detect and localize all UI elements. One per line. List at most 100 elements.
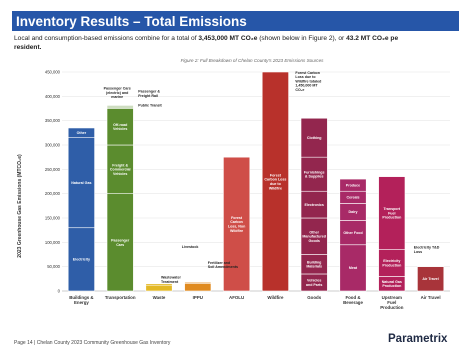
- per-resident-emissions: 43.2 MT CO₂e pe: [346, 35, 399, 42]
- segment-label: Forest: [270, 173, 282, 177]
- y-tick-label: 350,000: [45, 118, 61, 123]
- bar-buildings-energy: Electricity Natural Gas Other: [67, 127, 95, 292]
- segment-label: Transport: [384, 207, 401, 211]
- y-tick-label: 50,000: [47, 264, 60, 269]
- bar-segment: [223, 156, 251, 292]
- y-tick-label: 250,000: [45, 167, 61, 172]
- emissions-chart: Figure 2: Full Breakdown of Chelan Count…: [17, 58, 450, 310]
- category-label: Transportation: [105, 295, 136, 300]
- annotation-label: 1,450,000 MT: [295, 84, 318, 88]
- category-label: Air Travel: [421, 295, 441, 300]
- category-label: Buildings &: [69, 295, 94, 300]
- segment-label: and Parts: [306, 283, 322, 287]
- segment-label: Vehicles: [113, 127, 127, 131]
- segment-label: Meat: [349, 266, 358, 270]
- bar-upstream-fuel-production: Natural GasProductionElectricityProducti…: [378, 176, 406, 292]
- annotation-label: Fertilizer and: [208, 261, 230, 265]
- category-label: Beverage: [343, 300, 363, 305]
- bar-segment: [378, 249, 406, 277]
- bars: Electricity Natural Gas Other PassengerCars…: [67, 71, 445, 292]
- bar-segment: [184, 281, 212, 284]
- segment-label: Produce: [346, 183, 360, 187]
- category-label: Waste: [153, 295, 166, 300]
- bar-segment: [67, 137, 95, 229]
- segment-label: Air Travel: [422, 277, 438, 281]
- bar-segment: [378, 176, 406, 250]
- segment-label: Other: [309, 230, 319, 234]
- segment-label: Production: [382, 263, 401, 267]
- bar-segment: [339, 178, 367, 192]
- bar-segment: [300, 217, 328, 255]
- annotation-label: CO₂e: [295, 88, 304, 92]
- bar-air-travel: Air Travel: [417, 266, 445, 292]
- segment-label: Furnishings: [304, 170, 325, 174]
- segment-label: Carbon Loss: [264, 178, 286, 182]
- bar-segment: [106, 108, 134, 146]
- segment-label: Vehicles: [113, 172, 127, 176]
- intro-text-1: Local and consumption-based emissions co…: [14, 35, 199, 42]
- y-tick-label: 450,000: [45, 70, 61, 75]
- category-label: Food &: [345, 295, 361, 300]
- bar-segment: [184, 283, 212, 292]
- segment-label: Off-road: [113, 123, 127, 127]
- title-bar: Inventory Results – Total Emissions: [12, 11, 459, 31]
- annotation-label: Treatment: [161, 280, 179, 284]
- segment-label: Wildfire: [269, 186, 282, 190]
- annotation-label: Electricity T&D: [414, 246, 440, 250]
- annotation-label: Livestock: [182, 245, 199, 249]
- category-label: Energy: [74, 300, 89, 305]
- annotation-label: Passenger &: [138, 90, 160, 94]
- category-label: Goods: [307, 295, 321, 300]
- y-axis-ticks: 0 50,000 100,000 150,000 200,000 250,000 300,0…: [45, 70, 61, 294]
- bar-segment: [145, 284, 173, 292]
- segment-label: Vehicles: [307, 279, 321, 283]
- annotation-label: Wildfire totaled: [295, 79, 321, 83]
- y-tick-label: 300,000: [45, 143, 61, 148]
- segment-label: Clothing: [307, 136, 322, 140]
- annotation-label: Soil Amendments: [208, 265, 238, 269]
- segment-label: Commercial: [110, 168, 131, 172]
- annotation-label: Freight Rail: [138, 94, 158, 98]
- parametrix-logo: Parametrix: [388, 333, 448, 345]
- intro-text-2: (shown below in Figure 2), or: [257, 35, 347, 42]
- bar-segment: [106, 105, 134, 107]
- bar-food-beverage: Meat Other Food Dairy Cereals Produce: [339, 178, 367, 292]
- annotation-label: Wastewater: [161, 276, 181, 280]
- segment-label: Production: [382, 284, 401, 288]
- bar-segment: [261, 71, 289, 292]
- y-axis-label: 2023 Greenhouse Gas Emissions (MTCO₂e): [17, 154, 23, 258]
- segment-label: Natural Gas: [71, 181, 91, 185]
- segment-label: Cars: [116, 243, 124, 247]
- segment-label: Loss, Non: [228, 225, 245, 229]
- y-tick-label: 200,000: [45, 191, 61, 196]
- segment-label: Dairy: [349, 210, 358, 214]
- segment-label: Fuel: [388, 211, 395, 215]
- bar-segment: [300, 117, 328, 158]
- segment-label: Other: [77, 131, 87, 135]
- y-tick-label: 400,000: [45, 94, 61, 99]
- category-label: IPPU: [193, 295, 203, 300]
- segment-label: Forest: [231, 216, 243, 220]
- annotation-label: Forest Carbon: [295, 71, 320, 75]
- segment-label: Natural Gas: [382, 280, 402, 284]
- segment-label: Cereals: [347, 196, 360, 200]
- bar-segment: [67, 127, 95, 139]
- segment-label: Passenger: [111, 238, 130, 242]
- segment-label: & Supplies: [305, 175, 324, 179]
- footer-page-label: Page 14 | Chelan County 2023 Community G…: [14, 340, 171, 346]
- y-tick-label: 0: [58, 289, 61, 294]
- category-label: Upstream: [382, 295, 402, 300]
- bar-segment: [145, 283, 173, 286]
- y-tick-label: 150,000: [45, 216, 61, 221]
- annotation-label: marine: [111, 95, 123, 99]
- annotation-label: Loss due to: [295, 75, 316, 79]
- page-title: Inventory Results – Total Emissions: [16, 13, 247, 29]
- segment-label: Electricity: [73, 258, 90, 262]
- total-emissions: 3,453,000 MT CO₂e: [198, 35, 258, 42]
- annotation-label: Passenger Cars: [104, 87, 131, 91]
- segment-label: due to: [270, 182, 282, 186]
- segment-label: Goods: [309, 239, 320, 243]
